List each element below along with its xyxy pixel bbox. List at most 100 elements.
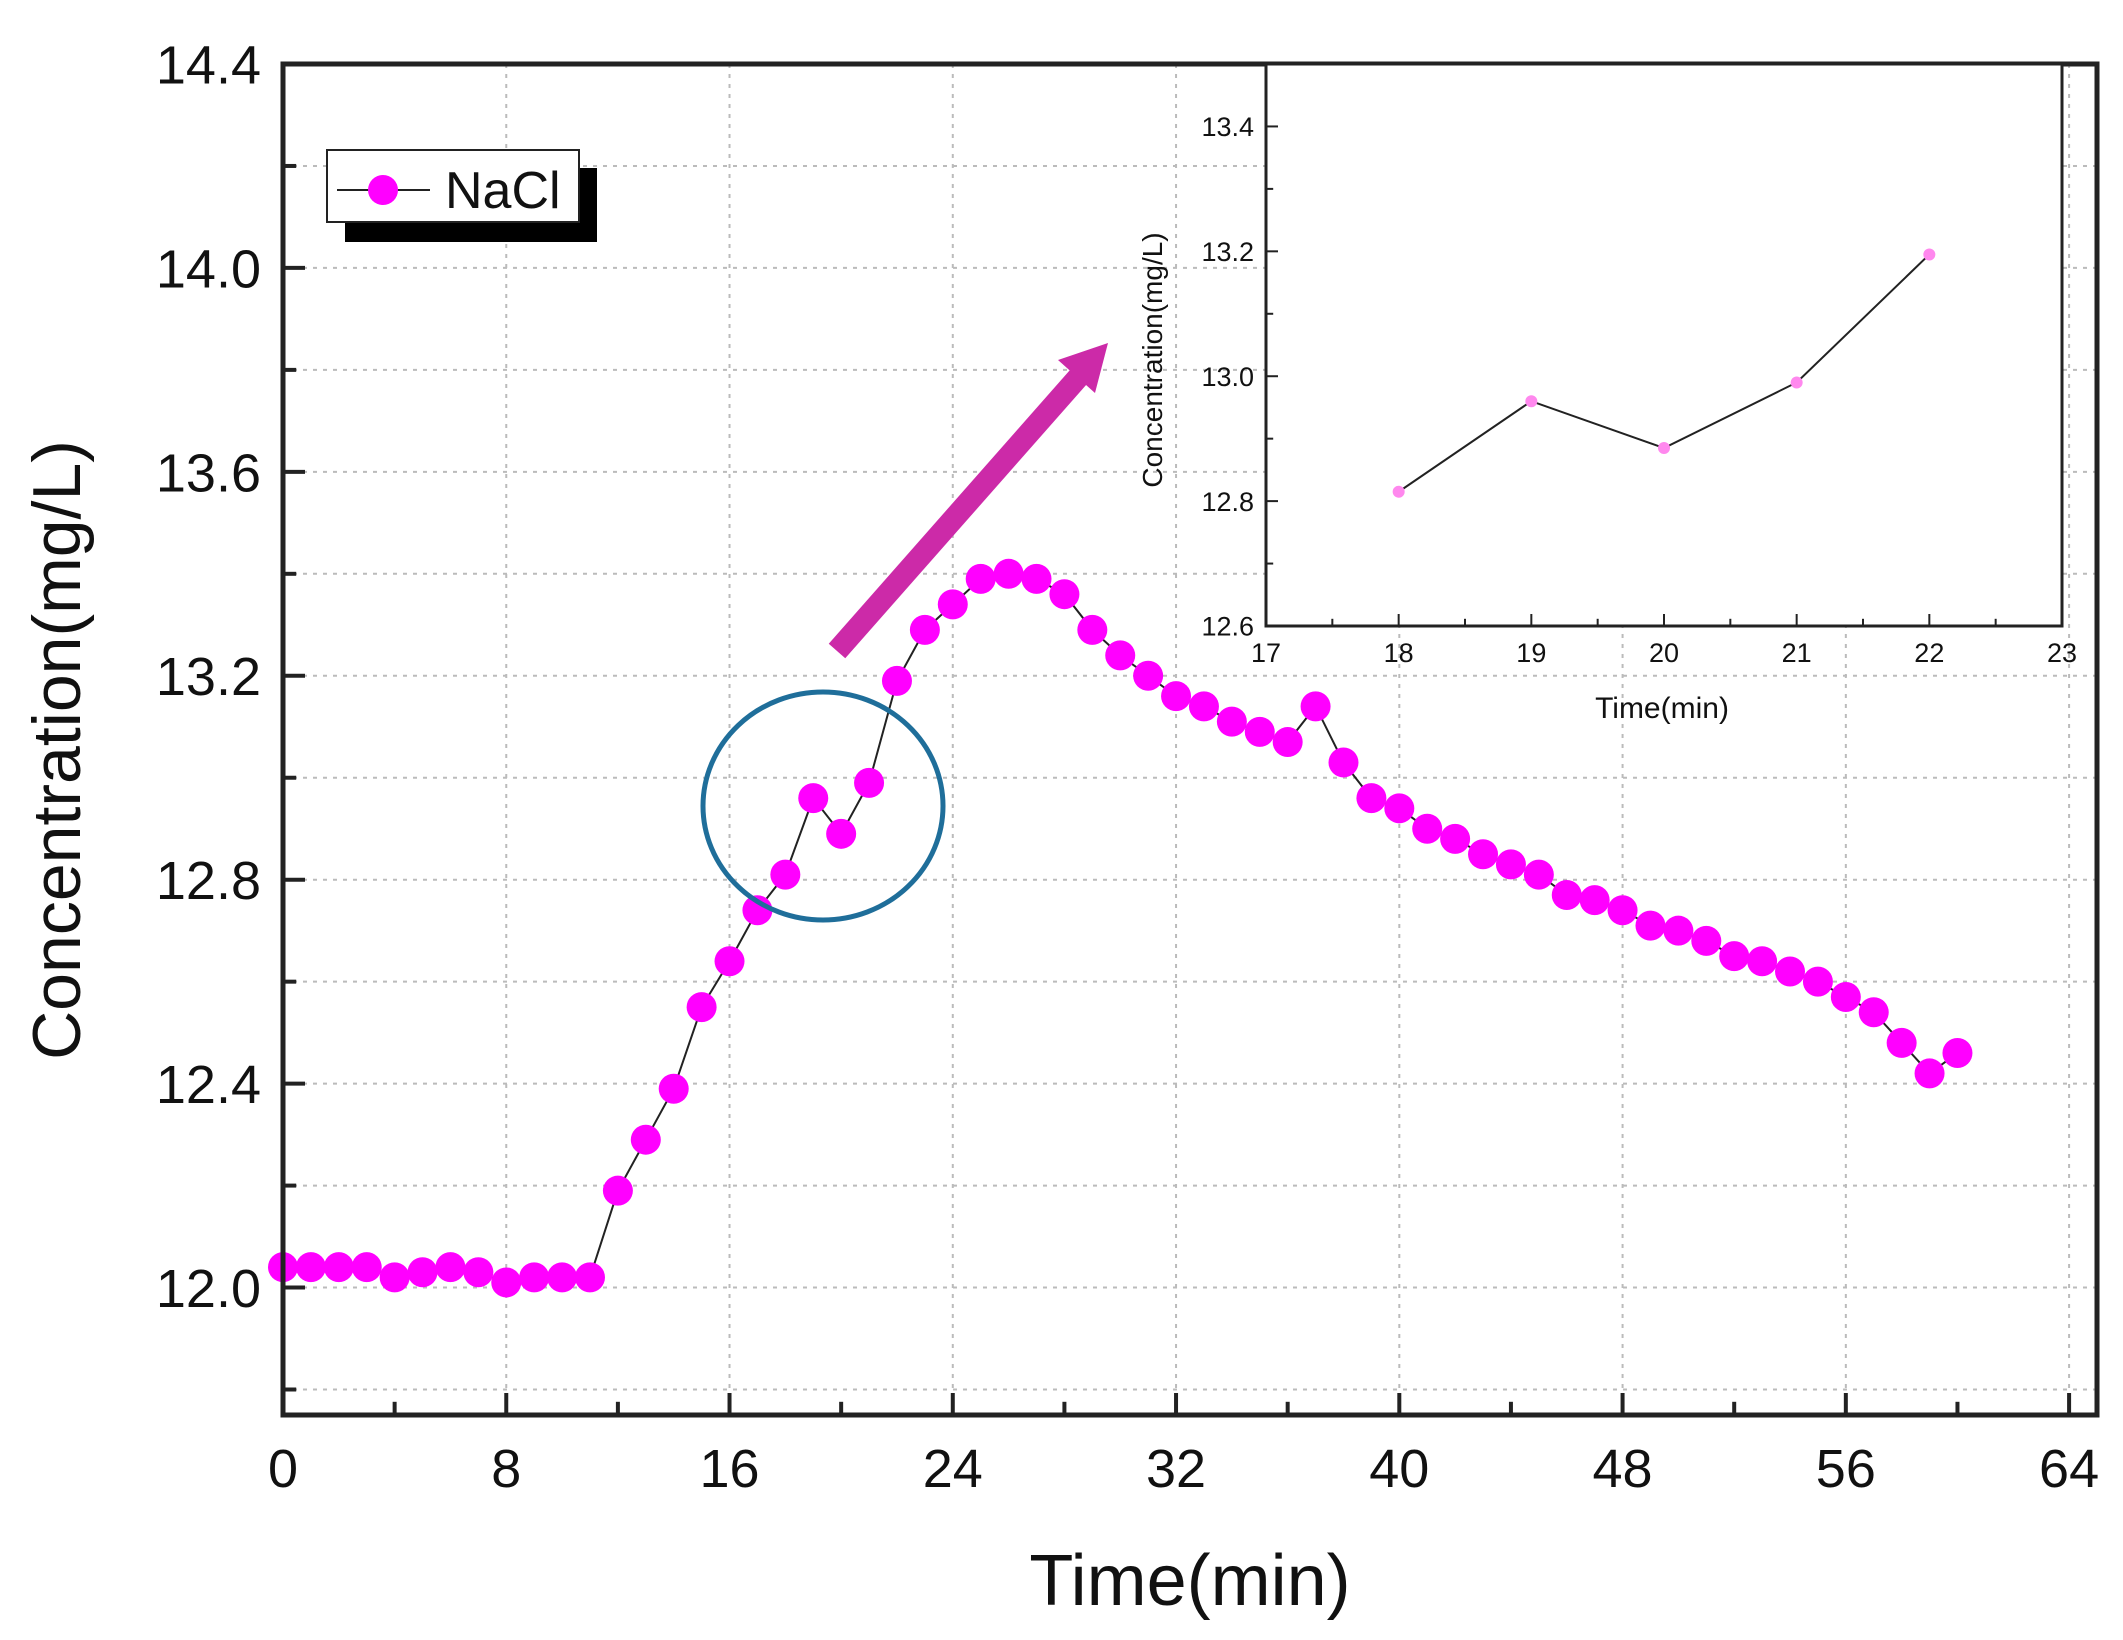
data-point bbox=[1886, 1027, 1917, 1058]
y-tick-label: 12.8 bbox=[156, 851, 261, 911]
y-tick-label: 12.8 bbox=[1201, 487, 1254, 517]
x-tick-label: 20 bbox=[1649, 638, 1679, 668]
data-point bbox=[574, 1262, 605, 1293]
y-tick-label: 13.6 bbox=[156, 443, 261, 503]
data-point bbox=[1392, 485, 1405, 498]
legend: NaCl bbox=[326, 149, 597, 242]
legend-marker bbox=[368, 175, 398, 205]
data-point bbox=[1300, 691, 1331, 722]
x-tick-label: 21 bbox=[1782, 638, 1812, 668]
data-point bbox=[351, 1252, 382, 1283]
data-point bbox=[1356, 783, 1387, 814]
x-axis-label: Time(min) bbox=[1029, 1541, 1350, 1621]
plot-frame bbox=[1264, 62, 2064, 628]
data-point bbox=[1858, 997, 1889, 1028]
x-tick-label: 16 bbox=[699, 1439, 759, 1499]
data-point bbox=[1105, 640, 1136, 671]
data-point bbox=[965, 563, 996, 594]
x-tick-label: 48 bbox=[1593, 1439, 1653, 1499]
data-point bbox=[686, 992, 717, 1023]
y-tick-label: 14.4 bbox=[156, 35, 261, 95]
zoom-arrow bbox=[828, 343, 1108, 659]
data-point bbox=[1523, 859, 1554, 890]
data-point bbox=[854, 767, 885, 798]
data-point bbox=[1384, 793, 1415, 824]
highlight-circle bbox=[700, 689, 946, 923]
data-point bbox=[1328, 747, 1359, 778]
data-point bbox=[1747, 946, 1778, 977]
x-tick-label: 22 bbox=[1914, 638, 1944, 668]
y-axis-label: Concentration(mg/L) bbox=[19, 440, 95, 1060]
data-point bbox=[323, 1252, 354, 1283]
data-point bbox=[826, 818, 857, 849]
data-point bbox=[658, 1073, 689, 1104]
inset-x-axis-label: Time(min) bbox=[1595, 692, 1729, 725]
x-tick-label: 0 bbox=[268, 1439, 298, 1499]
y-tick-label: 13.4 bbox=[1201, 112, 1254, 142]
legend-label: NaCl bbox=[445, 162, 561, 220]
x-tick-label: 56 bbox=[1816, 1439, 1876, 1499]
y-tick-label: 12.6 bbox=[1201, 612, 1254, 642]
data-point bbox=[1790, 376, 1803, 389]
data-point bbox=[1607, 895, 1638, 926]
y-tick-label: 12.0 bbox=[156, 1259, 261, 1319]
data-point bbox=[1440, 823, 1471, 854]
data-point bbox=[1942, 1038, 1973, 1069]
x-tick-label: 32 bbox=[1146, 1439, 1206, 1499]
y-tick-label: 14.0 bbox=[156, 239, 261, 299]
x-tick-label: 23 bbox=[2047, 638, 2077, 668]
data-point bbox=[798, 783, 829, 814]
data-point bbox=[993, 558, 1024, 589]
data-point bbox=[1914, 1058, 1945, 1089]
data-point bbox=[407, 1257, 438, 1288]
x-tick-label: 8 bbox=[491, 1439, 521, 1499]
data-point bbox=[1923, 248, 1936, 261]
data-point bbox=[1133, 660, 1164, 691]
data-point bbox=[547, 1262, 578, 1293]
data-point bbox=[1244, 716, 1275, 747]
data-point bbox=[1719, 941, 1750, 972]
inset-y-axis-label: Concentration(mg/L) bbox=[1137, 232, 1168, 487]
x-tick-label: 18 bbox=[1384, 638, 1414, 668]
data-point bbox=[1161, 681, 1192, 712]
data-point bbox=[1272, 727, 1303, 758]
y-tick-label: 13.2 bbox=[156, 647, 261, 707]
data-point bbox=[491, 1267, 522, 1298]
y-tick-label: 13.2 bbox=[1201, 237, 1254, 267]
x-tick-label: 64 bbox=[2039, 1439, 2099, 1499]
data-point bbox=[295, 1252, 326, 1283]
data-point bbox=[1077, 614, 1108, 645]
data-point bbox=[1188, 691, 1219, 722]
x-tick-label: 40 bbox=[1369, 1439, 1429, 1499]
data-point bbox=[1412, 813, 1443, 844]
y-tick-label: 12.4 bbox=[156, 1055, 261, 1115]
data-point bbox=[1663, 915, 1694, 946]
data-point bbox=[1775, 956, 1806, 987]
data-point bbox=[742, 895, 773, 926]
data-point bbox=[519, 1262, 550, 1293]
x-tick-label: 19 bbox=[1516, 638, 1546, 668]
data-point bbox=[1216, 706, 1247, 737]
data-point bbox=[1049, 579, 1080, 610]
plot-background bbox=[1266, 64, 2062, 626]
data-point bbox=[630, 1124, 661, 1155]
data-point bbox=[435, 1252, 466, 1283]
data-point bbox=[1691, 925, 1722, 956]
plot-frame bbox=[280, 61, 2100, 1418]
data-point bbox=[602, 1175, 633, 1206]
data-point bbox=[1495, 849, 1526, 880]
data-point bbox=[1579, 885, 1610, 916]
data-point bbox=[1021, 563, 1052, 594]
data-point bbox=[463, 1257, 494, 1288]
x-tick-label: 17 bbox=[1251, 638, 1281, 668]
data-point bbox=[1658, 442, 1670, 455]
data-point bbox=[714, 946, 745, 977]
data-point bbox=[1830, 981, 1861, 1012]
y-tick-label: 13.0 bbox=[1201, 362, 1254, 392]
data-point bbox=[1468, 839, 1499, 870]
data-point bbox=[1525, 395, 1538, 408]
x-tick-label: 24 bbox=[923, 1439, 983, 1499]
data-point bbox=[909, 614, 940, 645]
data-point bbox=[1635, 910, 1666, 941]
data-point bbox=[1802, 966, 1833, 997]
